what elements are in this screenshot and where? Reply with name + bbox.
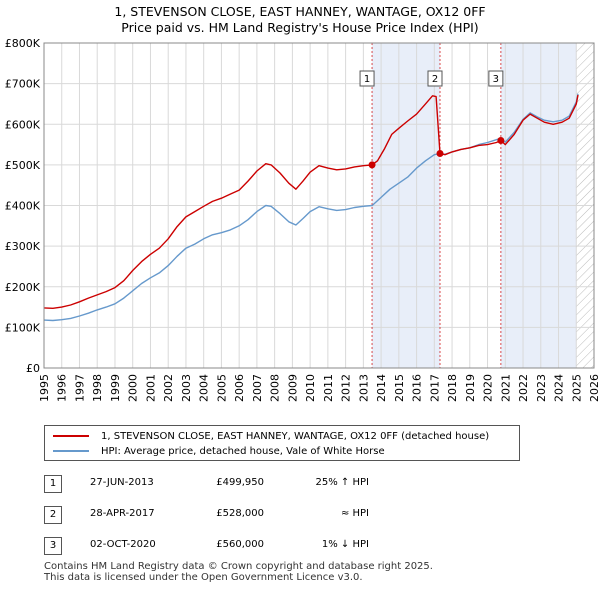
legend-swatch-hpi (53, 450, 89, 452)
sale-marker-box (427, 70, 443, 87)
plot-frame (43, 42, 595, 369)
x-tick-label: 2008 (269, 374, 282, 402)
chart-subtitle: Price paid vs. HM Land Registry's House … (121, 20, 479, 35)
x-tick-label: 1999 (109, 374, 122, 402)
x-tick-label: 2016 (411, 374, 424, 402)
y-tick-label: £300K (5, 240, 41, 253)
x-tick-label: 2011 (322, 374, 335, 402)
x-tick-label: 2026 (588, 374, 600, 402)
sale-marker-label: 2 (432, 74, 438, 85)
y-tick-label: £0 (26, 362, 40, 375)
x-tick-label: 2004 (198, 374, 211, 402)
y-tick-label: £100K (5, 321, 41, 334)
x-tick-label: 2023 (535, 374, 548, 402)
chart-title: 1, STEVENSON CLOSE, EAST HANNEY, WANTAGE… (114, 4, 486, 19)
transaction-marker: 2 (44, 506, 62, 524)
y-tick-label: £700K (5, 78, 41, 91)
sale-marker-box (359, 70, 375, 87)
transaction-price: £560,000 (216, 539, 264, 550)
x-tick-label: 2020 (482, 374, 495, 402)
transaction-hpi-diff: 25% ↑ HPI (315, 477, 369, 488)
transaction-marker: 3 (44, 537, 62, 555)
y-tick-label: £800K (5, 37, 41, 50)
x-tick-label: 2014 (375, 374, 388, 402)
sale-marker-label: 1 (364, 74, 370, 85)
x-tick-label: 2022 (517, 374, 530, 402)
footer-copyright: Contains HM Land Registry data © Crown c… (44, 561, 433, 572)
legend-label-hpi: HPI: Average price, detached house, Vale… (101, 445, 385, 457)
x-tick-label: 2000 (127, 374, 140, 402)
x-tick-label: 2002 (162, 374, 175, 402)
transaction-price: £528,000 (216, 508, 264, 519)
x-tick-label: 1995 (38, 374, 51, 402)
transaction-row: 2 28-APR-2017 £528,000 ≈ HPI (44, 506, 404, 524)
x-tick-label: 2012 (340, 374, 353, 402)
x-tick-label: 2017 (428, 374, 441, 402)
sale-point (497, 137, 505, 144)
transaction-hpi-diff: 1% ↓ HPI (321, 539, 369, 550)
x-tick-label: 2007 (251, 374, 264, 402)
legend: 1, STEVENSON CLOSE, EAST HANNEY, WANTAGE… (44, 425, 520, 461)
legend-item-property: 1, STEVENSON CLOSE, EAST HANNEY, WANTAGE… (53, 429, 489, 443)
sale-marker-label: 3 (493, 74, 499, 85)
transaction-date: 27-JUN-2013 (90, 477, 154, 488)
x-tick-label: 2003 (180, 374, 193, 402)
x-tick-label: 2018 (446, 374, 459, 402)
x-tick-label: 2013 (357, 374, 370, 402)
x-tick-label: 2009 (286, 374, 299, 402)
legend-item-hpi: HPI: Average price, detached house, Vale… (53, 444, 385, 458)
x-tick-label: 2006 (233, 374, 246, 402)
x-tick-label: 2005 (215, 374, 228, 402)
sale-point (436, 150, 444, 157)
y-tick-label: £600K (5, 118, 41, 131)
transaction-date: 02-OCT-2020 (90, 539, 156, 550)
price-chart: £0 £100K £200K £300K £400K £500K £600K £700K £80… (5, 37, 600, 402)
transaction-row: 1 27-JUN-2013 £499,950 25% ↑ HPI (44, 475, 404, 493)
x-tick-label: 2001 (144, 374, 157, 402)
x-tick-label: 2010 (304, 374, 317, 402)
x-tick-label: 1997 (73, 374, 86, 402)
footer-licence: This data is licensed under the Open Gov… (44, 572, 363, 583)
x-tick-label: 1998 (91, 374, 104, 402)
transaction-row: 3 02-OCT-2020 £560,000 1% ↓ HPI (44, 537, 404, 555)
legend-label-property: 1, STEVENSON CLOSE, EAST HANNEY, WANTAGE… (101, 430, 490, 442)
x-tick-label: 1996 (56, 374, 69, 402)
x-tick-label: 2021 (499, 374, 512, 402)
transaction-price: £499,950 (216, 477, 264, 488)
transaction-date: 28-APR-2017 (90, 508, 155, 519)
transaction-marker: 1 (44, 475, 62, 493)
sale-marker-box (488, 70, 504, 87)
x-tick-label: 2019 (464, 374, 477, 402)
sale-point (368, 161, 376, 169)
y-tick-label: £200K (5, 281, 41, 294)
y-tick-label: £400K (5, 200, 41, 213)
x-tick-label: 2025 (570, 374, 583, 402)
x-tick-label: 2024 (553, 374, 566, 402)
transaction-hpi-diff: ≈ HPI (340, 508, 369, 519)
y-tick-label: £500K (5, 159, 41, 172)
x-tick-label: 2015 (393, 374, 406, 402)
legend-swatch-property (53, 435, 89, 437)
